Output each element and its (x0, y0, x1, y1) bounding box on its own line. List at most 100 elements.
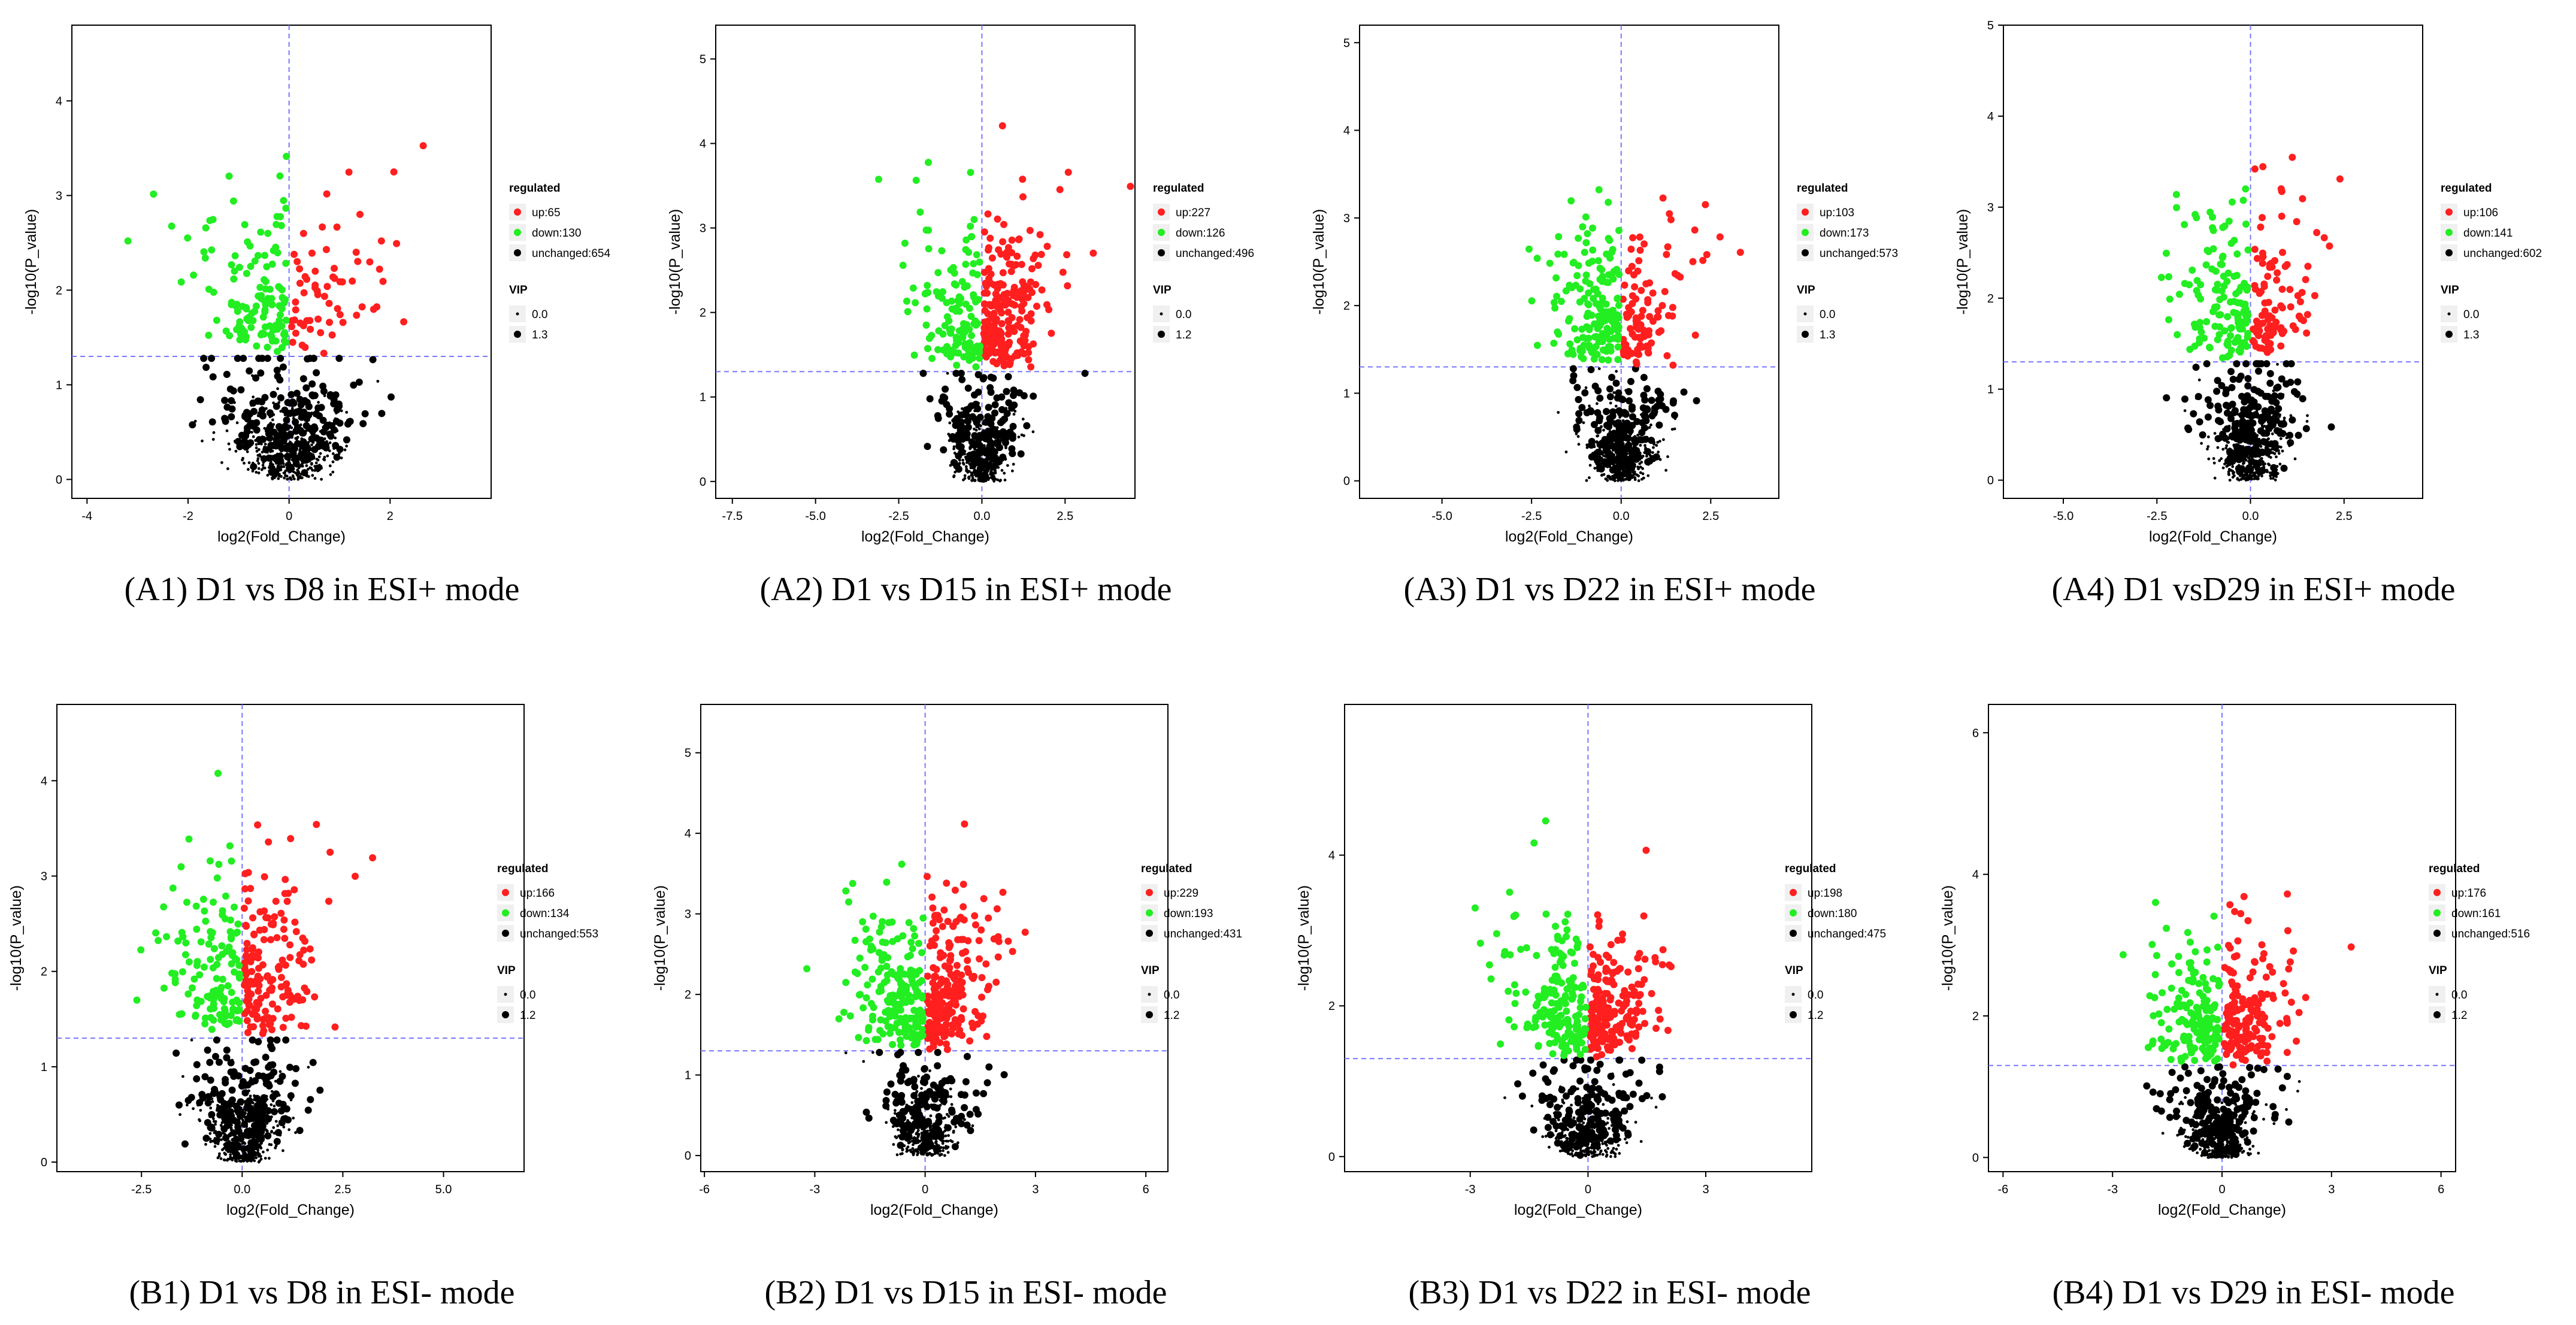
point-unchanged (253, 426, 261, 434)
point-up (1064, 168, 1072, 176)
point-unchanged (961, 458, 964, 462)
point-unchanged (313, 465, 317, 468)
y-tick-label: 2 (56, 284, 62, 297)
point-unchanged (976, 470, 979, 473)
point-unchanged (2253, 471, 2257, 474)
point-unchanged (897, 1142, 904, 1149)
point-down (2208, 265, 2216, 273)
point-unchanged (241, 456, 244, 460)
point-unchanged (2253, 360, 2261, 368)
point-unchanged (333, 453, 341, 461)
point-down (234, 1016, 241, 1024)
point-unchanged (255, 1038, 262, 1046)
point-up (377, 237, 385, 245)
point-unchanged (844, 1051, 847, 1055)
y-tick-label: 4 (41, 775, 47, 788)
legend-vip-marker (516, 312, 519, 316)
legend-vip-marker (1160, 312, 1163, 316)
point-up (2283, 261, 2291, 268)
point-down (925, 334, 933, 342)
point-unchanged (262, 461, 265, 464)
point-up (358, 303, 366, 311)
point-unchanged (234, 1143, 242, 1151)
point-down (261, 252, 268, 259)
point-unchanged (222, 1158, 226, 1161)
point-unchanged (2261, 470, 2264, 473)
point-unchanged (2265, 415, 2272, 422)
point-unchanged (1620, 455, 1623, 458)
point-down (2217, 261, 2224, 268)
point-unchanged (958, 1112, 965, 1120)
point-unchanged (2225, 444, 2229, 447)
point-down (916, 208, 924, 216)
point-unchanged (1641, 472, 1645, 476)
point-unchanged (1628, 403, 1636, 411)
point-up (286, 941, 294, 949)
point-up (1664, 243, 1672, 251)
point-unchanged (998, 406, 1006, 413)
point-unchanged (274, 1120, 278, 1123)
point-up (1703, 251, 1711, 258)
point-unchanged (2248, 462, 2251, 465)
point-unchanged (1581, 389, 1589, 397)
point-unchanged (267, 1036, 274, 1044)
point-up (243, 1017, 251, 1024)
x-tick-label: -4 (81, 510, 92, 523)
point-up (2264, 273, 2272, 280)
point-unchanged (293, 423, 297, 426)
point-unchanged (1669, 399, 1677, 407)
point-unchanged (227, 1059, 235, 1067)
point-unchanged (994, 440, 1001, 448)
point-up (1658, 302, 1666, 310)
point-unchanged (971, 476, 974, 480)
point-unchanged (2218, 459, 2221, 462)
point-unchanged (193, 1061, 201, 1069)
point-down (204, 993, 211, 1000)
point-up (986, 234, 994, 242)
x-tick-label: -5.0 (2053, 510, 2073, 523)
point-unchanged (2247, 412, 2255, 420)
point-unchanged (1570, 372, 1578, 380)
y-tick-label: 3 (685, 908, 691, 921)
point-unchanged (1633, 473, 1636, 476)
point-down (244, 317, 252, 325)
point-unchanged (226, 385, 234, 393)
point-down (282, 316, 290, 324)
point-unchanged (1637, 474, 1640, 477)
point-down (1573, 272, 1581, 280)
point-unchanged (988, 439, 991, 443)
point-up (1674, 271, 1682, 279)
point-unchanged (253, 1098, 256, 1102)
point-down (969, 269, 977, 277)
point-unchanged (1596, 461, 1600, 465)
point-unchanged (2251, 471, 2254, 474)
point-up (268, 1026, 276, 1033)
point-unchanged (921, 1065, 928, 1073)
point-down (2203, 318, 2211, 325)
point-unchanged (923, 1103, 931, 1111)
point-unchanged (1624, 434, 1632, 442)
point-up (240, 904, 248, 912)
point-up (1655, 328, 1663, 336)
x-tick-label: -6 (699, 1183, 710, 1196)
point-unchanged (946, 405, 953, 413)
point-unchanged (283, 416, 290, 424)
point-up (288, 323, 296, 331)
point-unchanged (223, 1152, 227, 1156)
point-unchanged (1625, 471, 1628, 474)
point-down (1614, 294, 1621, 302)
point-down (178, 968, 186, 976)
point-unchanged (1617, 441, 1621, 445)
point-unchanged (243, 1124, 246, 1128)
point-unchanged (310, 453, 313, 456)
point-unchanged (204, 1143, 207, 1146)
point-unchanged (1609, 401, 1612, 405)
point-up (319, 223, 326, 231)
point-unchanged (323, 394, 326, 398)
point-unchanged (2281, 425, 2284, 428)
point-unchanged (275, 474, 278, 477)
point-unchanged (313, 414, 316, 417)
point-unchanged (331, 452, 335, 455)
point-unchanged (2195, 397, 2198, 400)
point-unchanged (2259, 463, 2262, 466)
